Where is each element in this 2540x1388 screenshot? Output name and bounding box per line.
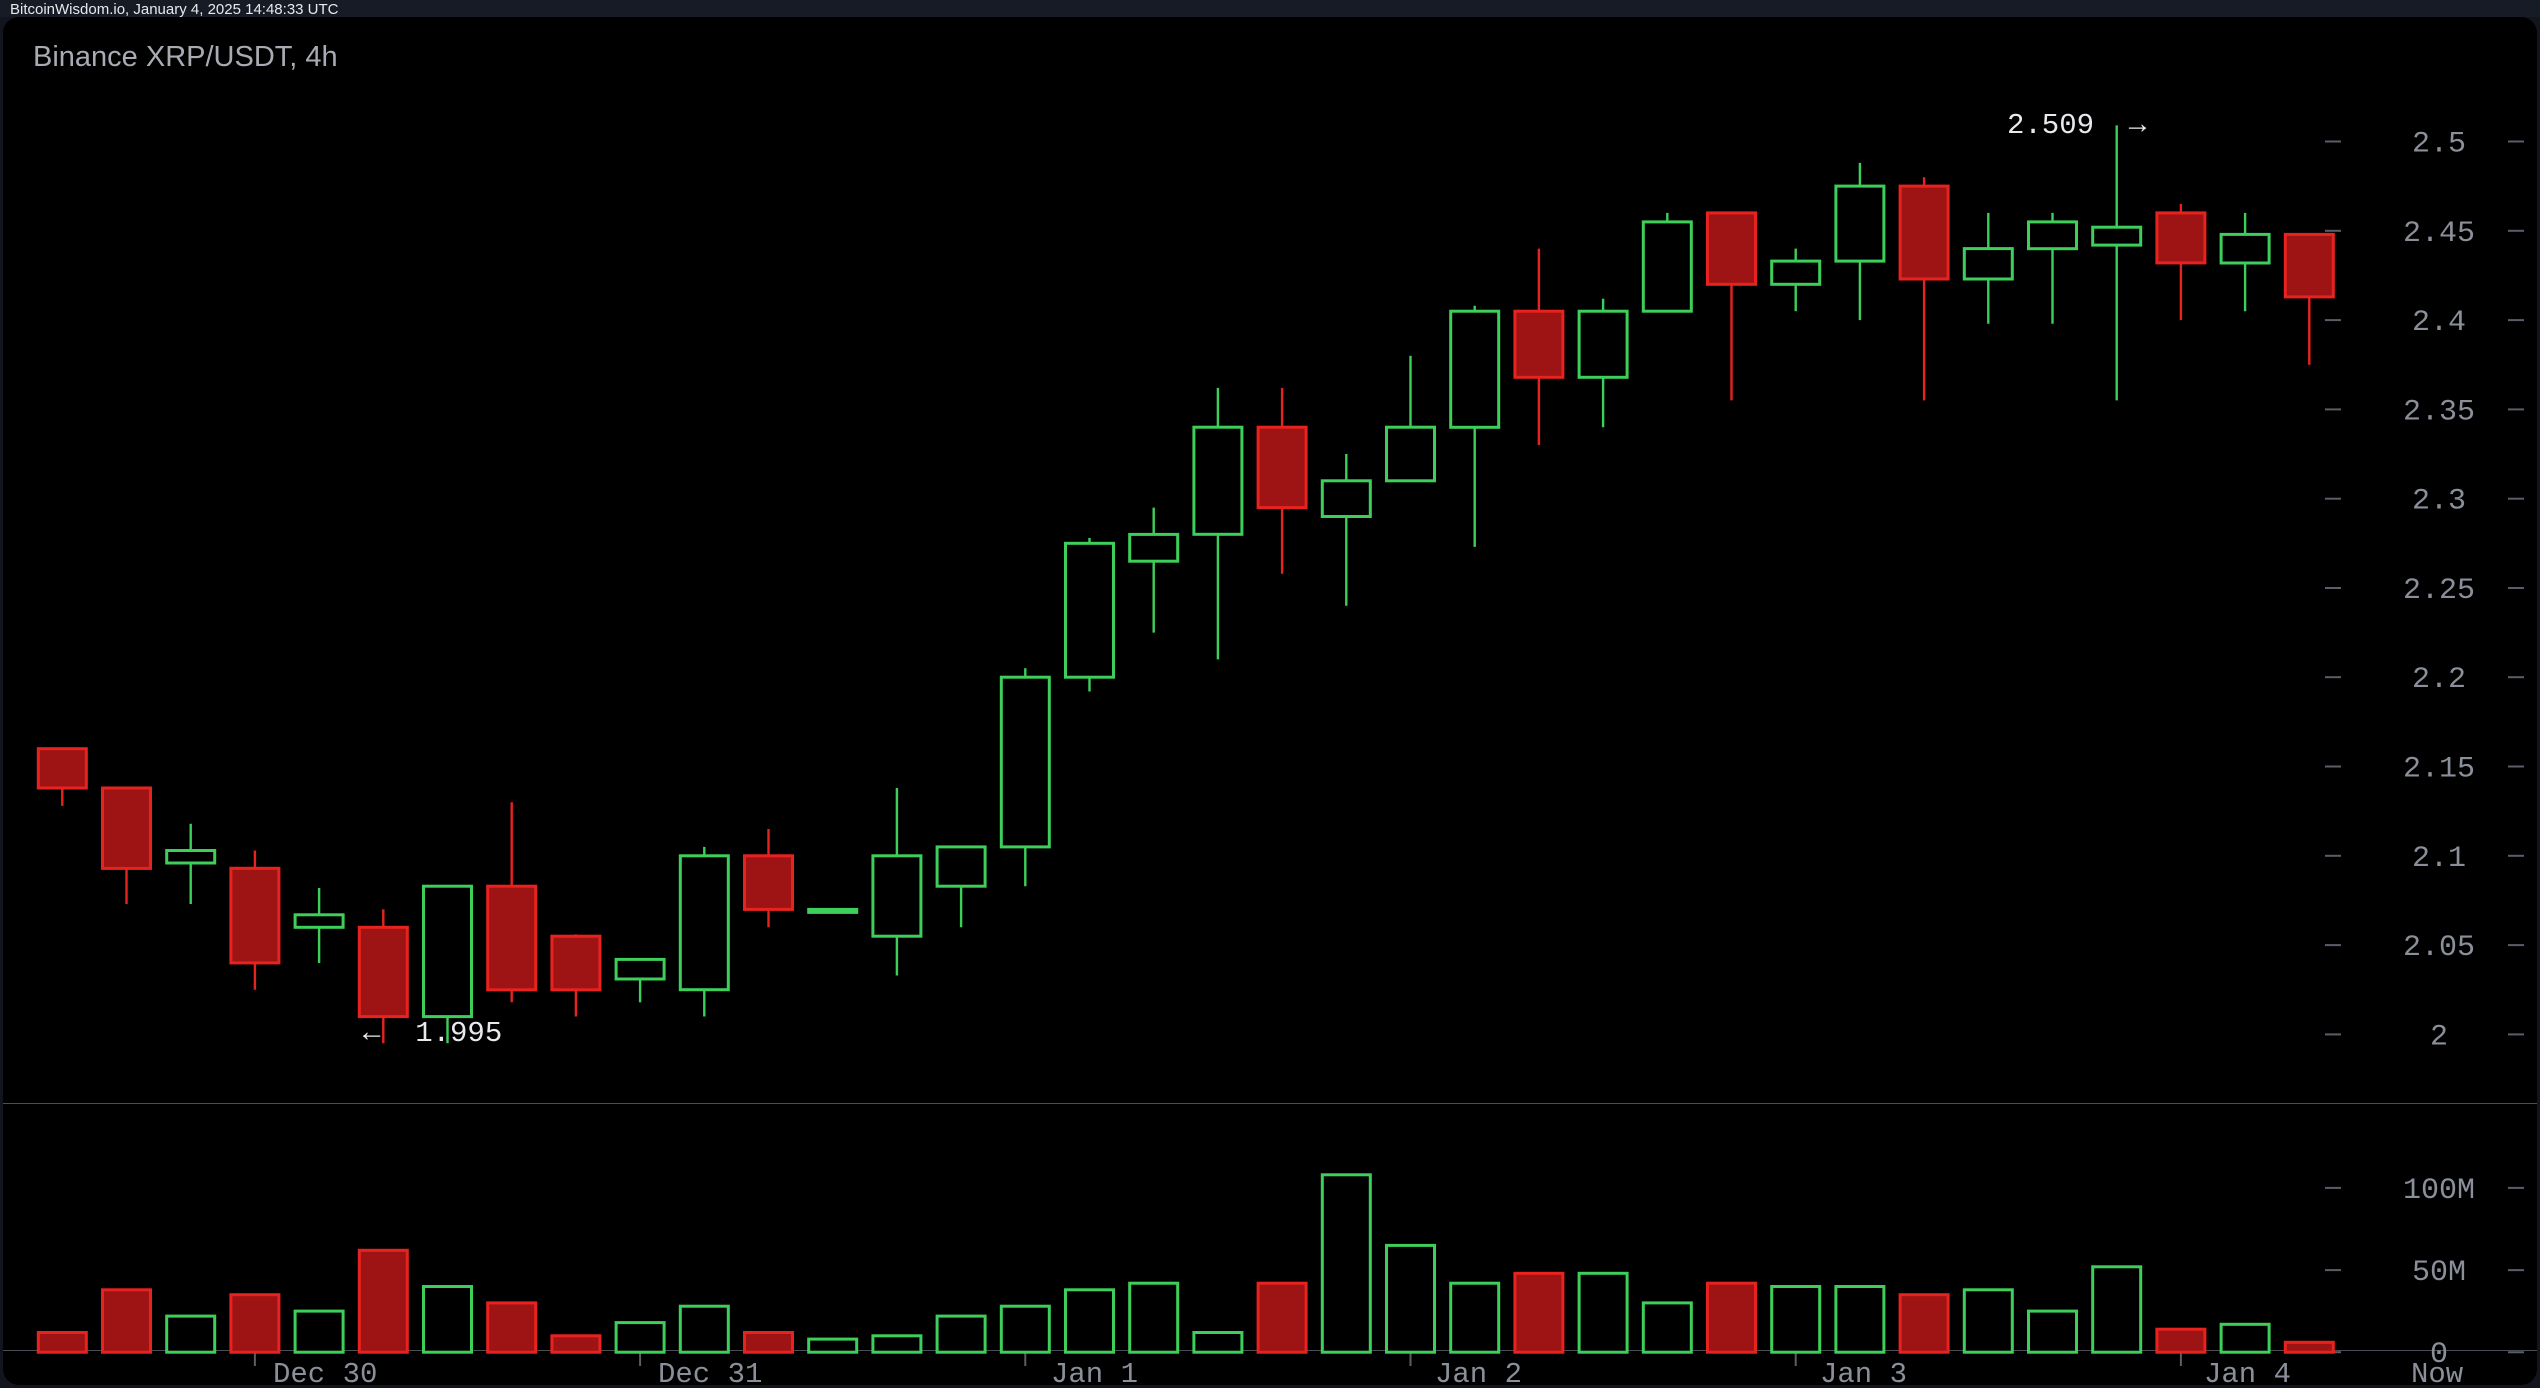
svg-text:2.1: 2.1 xyxy=(2412,842,2466,876)
svg-text:2.5: 2.5 xyxy=(2412,128,2466,162)
svg-text:2.15: 2.15 xyxy=(2403,753,2475,787)
svg-text:100M: 100M xyxy=(2403,1174,2475,1208)
svg-text:2.4: 2.4 xyxy=(2412,306,2466,340)
svg-text:2.3: 2.3 xyxy=(2412,485,2466,519)
svg-text:2.2: 2.2 xyxy=(2412,663,2466,697)
svg-text:2.25: 2.25 xyxy=(2403,574,2475,608)
svg-text:50M: 50M xyxy=(2412,1256,2466,1290)
svg-text:2: 2 xyxy=(2430,1020,2448,1054)
svg-text:2.05: 2.05 xyxy=(2403,931,2475,965)
svg-text:2.45: 2.45 xyxy=(2403,217,2475,251)
svg-text:2.35: 2.35 xyxy=(2403,395,2475,429)
